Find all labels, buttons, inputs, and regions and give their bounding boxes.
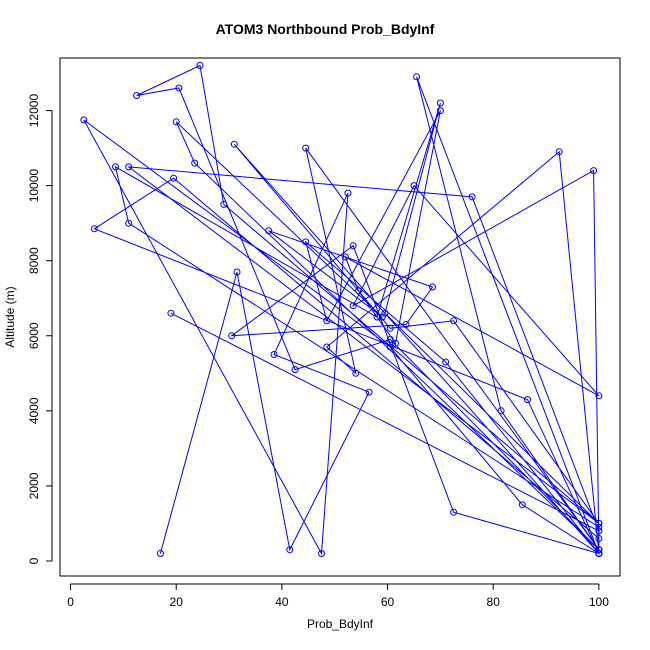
data-point bbox=[595, 519, 603, 527]
data-point bbox=[233, 268, 241, 276]
data-point bbox=[323, 317, 331, 325]
y-tick-label: 10000 bbox=[27, 169, 41, 203]
y-axis: 0 2000 4000 6000 8000 10000 12000 bbox=[27, 94, 53, 564]
data-point bbox=[175, 84, 183, 92]
data-point bbox=[228, 332, 236, 340]
data-point bbox=[429, 283, 436, 291]
data-point bbox=[436, 99, 444, 107]
x-axis: 0 20 40 60 80 100 bbox=[67, 583, 609, 609]
x-tick-label: 80 bbox=[487, 595, 501, 609]
data-point bbox=[392, 339, 399, 347]
x-tick-label: 60 bbox=[381, 595, 395, 609]
series-line bbox=[83, 64, 600, 556]
data-point bbox=[112, 163, 119, 171]
data-point bbox=[365, 388, 373, 396]
y-tick-label: 8000 bbox=[27, 247, 41, 274]
data-point bbox=[344, 189, 352, 197]
x-tick-label: 100 bbox=[589, 595, 609, 609]
data-point bbox=[323, 343, 331, 351]
data-point bbox=[468, 193, 476, 201]
data-point bbox=[410, 182, 418, 190]
y-tick-label: 0 bbox=[27, 557, 41, 564]
x-tick-label: 0 bbox=[67, 595, 74, 609]
data-point bbox=[413, 73, 421, 81]
data-point bbox=[265, 227, 273, 235]
data-point bbox=[386, 336, 394, 343]
data-point bbox=[518, 501, 526, 509]
data-point bbox=[133, 92, 141, 99]
y-tick-label: 6000 bbox=[27, 322, 41, 349]
data-layer bbox=[80, 62, 603, 557]
data-point bbox=[595, 550, 603, 557]
data-point bbox=[436, 107, 444, 115]
data-point bbox=[373, 313, 381, 321]
data-point bbox=[595, 392, 603, 400]
data-point bbox=[590, 167, 598, 175]
data-point bbox=[595, 527, 603, 535]
data-point bbox=[191, 159, 199, 167]
data-point bbox=[90, 225, 98, 233]
data-point bbox=[524, 396, 531, 404]
data-point bbox=[80, 116, 88, 124]
data-point bbox=[125, 163, 133, 171]
data-point bbox=[286, 546, 294, 554]
data-point bbox=[291, 366, 299, 374]
y-tick-label: 2000 bbox=[27, 472, 41, 499]
data-point bbox=[349, 302, 357, 310]
x-axis-label: Prob_BdyInf bbox=[307, 617, 374, 631]
data-point bbox=[125, 219, 133, 227]
data-point bbox=[220, 200, 228, 208]
data-point bbox=[595, 546, 603, 554]
data-point bbox=[595, 535, 603, 542]
x-tick-label: 40 bbox=[275, 595, 289, 609]
data-point bbox=[386, 343, 394, 351]
y-tick-label: 4000 bbox=[27, 397, 41, 424]
data-point bbox=[349, 242, 357, 250]
data-point bbox=[196, 62, 204, 69]
plot-frame bbox=[59, 57, 621, 577]
data-point bbox=[386, 324, 394, 332]
data-point bbox=[355, 287, 362, 295]
data-point bbox=[442, 358, 450, 366]
data-point bbox=[450, 508, 458, 516]
data-point bbox=[450, 317, 458, 325]
data-point bbox=[352, 369, 360, 377]
data-point bbox=[167, 309, 175, 317]
data-point bbox=[555, 148, 563, 156]
data-point bbox=[318, 550, 325, 557]
data-point bbox=[302, 144, 310, 152]
y-tick-label: 12000 bbox=[27, 94, 41, 128]
data-point bbox=[172, 118, 180, 126]
data-point bbox=[156, 550, 164, 557]
chart-title: ATOM3 Northbound Prob_BdyInf bbox=[216, 21, 435, 37]
data-point bbox=[381, 309, 389, 317]
data-point bbox=[497, 407, 505, 415]
data-point bbox=[402, 321, 410, 328]
data-point bbox=[270, 351, 278, 358]
data-point bbox=[302, 238, 310, 246]
data-point bbox=[595, 523, 603, 531]
data-point bbox=[341, 253, 349, 261]
data-point bbox=[170, 174, 178, 182]
data-point bbox=[230, 140, 238, 148]
x-tick-label: 20 bbox=[170, 595, 184, 609]
y-axis-label: Altitude (m) bbox=[3, 286, 17, 347]
